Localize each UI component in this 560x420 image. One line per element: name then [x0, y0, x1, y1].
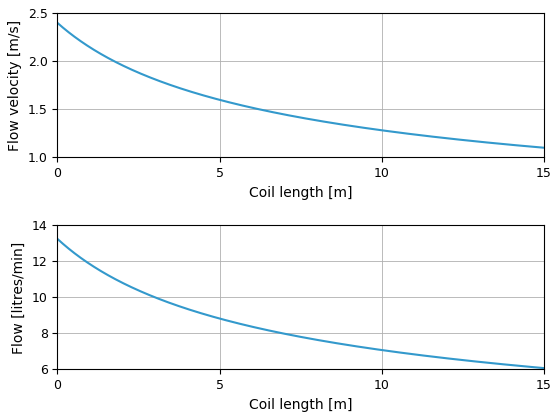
X-axis label: Coil length [m]: Coil length [m] — [249, 186, 352, 200]
Y-axis label: Flow [litres/min]: Flow [litres/min] — [12, 241, 26, 354]
X-axis label: Coil length [m]: Coil length [m] — [249, 398, 352, 412]
Y-axis label: Flow velocity [m/s]: Flow velocity [m/s] — [8, 20, 22, 151]
